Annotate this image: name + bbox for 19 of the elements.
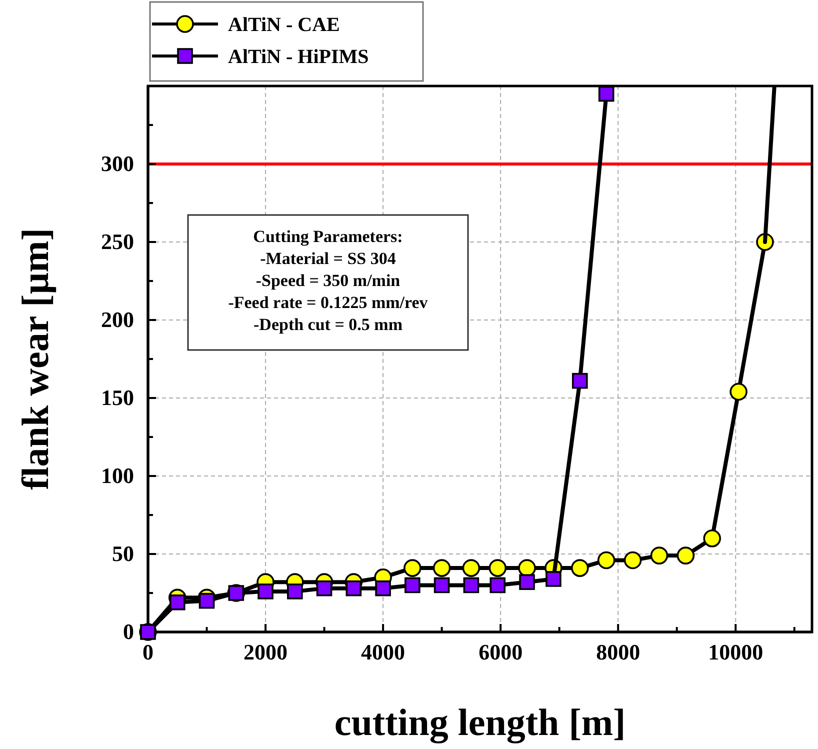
y-tick-label: 0 bbox=[123, 619, 134, 644]
legend-label: AlTiN - CAE bbox=[228, 14, 340, 36]
x-axis-title: cutting length [m] bbox=[334, 702, 626, 744]
y-tick-label: 300 bbox=[101, 151, 134, 176]
x-tick-label: 0 bbox=[142, 640, 154, 665]
x-tick-label: 10000 bbox=[708, 640, 764, 665]
y-tick-label: 150 bbox=[101, 385, 134, 410]
text-box: Cutting Parameters: -Material = SS 304 -Speed = 350 m/min -Feed rate = 0.1225 mm/rev -Depth cut = 0.5 mm bbox=[187, 214, 469, 351]
y-tick-label: 250 bbox=[101, 229, 134, 254]
y-tick-label: 50 bbox=[112, 541, 134, 566]
y-tick-label: 100 bbox=[101, 463, 134, 488]
annotation: Cutting Parameters: -Material = SS 304 -Speed = 350 m/min -Feed rate = 0.1225 mm/rev -Depth cut = 0.5 mm bbox=[228, 227, 428, 334]
legend-label: AlTiN - HiPIMS bbox=[228, 46, 369, 68]
x-tick-label: 8000 bbox=[596, 640, 640, 665]
y-tick-label: 200 bbox=[101, 307, 134, 332]
y-axis-title: flank wear [µm] bbox=[15, 228, 57, 490]
x-tick-label: 4000 bbox=[361, 640, 406, 665]
x-tick-label: 2000 bbox=[244, 640, 288, 665]
x-tick-label: 6000 bbox=[478, 640, 523, 665]
